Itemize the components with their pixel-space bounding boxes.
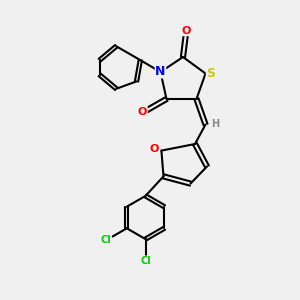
Text: Cl: Cl — [100, 235, 111, 244]
Text: N: N — [155, 65, 166, 78]
Text: O: O — [181, 26, 191, 36]
Text: O: O — [138, 106, 147, 117]
Text: H: H — [211, 119, 219, 129]
Text: Cl: Cl — [140, 256, 151, 266]
Text: O: O — [149, 144, 159, 154]
Text: S: S — [206, 67, 215, 80]
